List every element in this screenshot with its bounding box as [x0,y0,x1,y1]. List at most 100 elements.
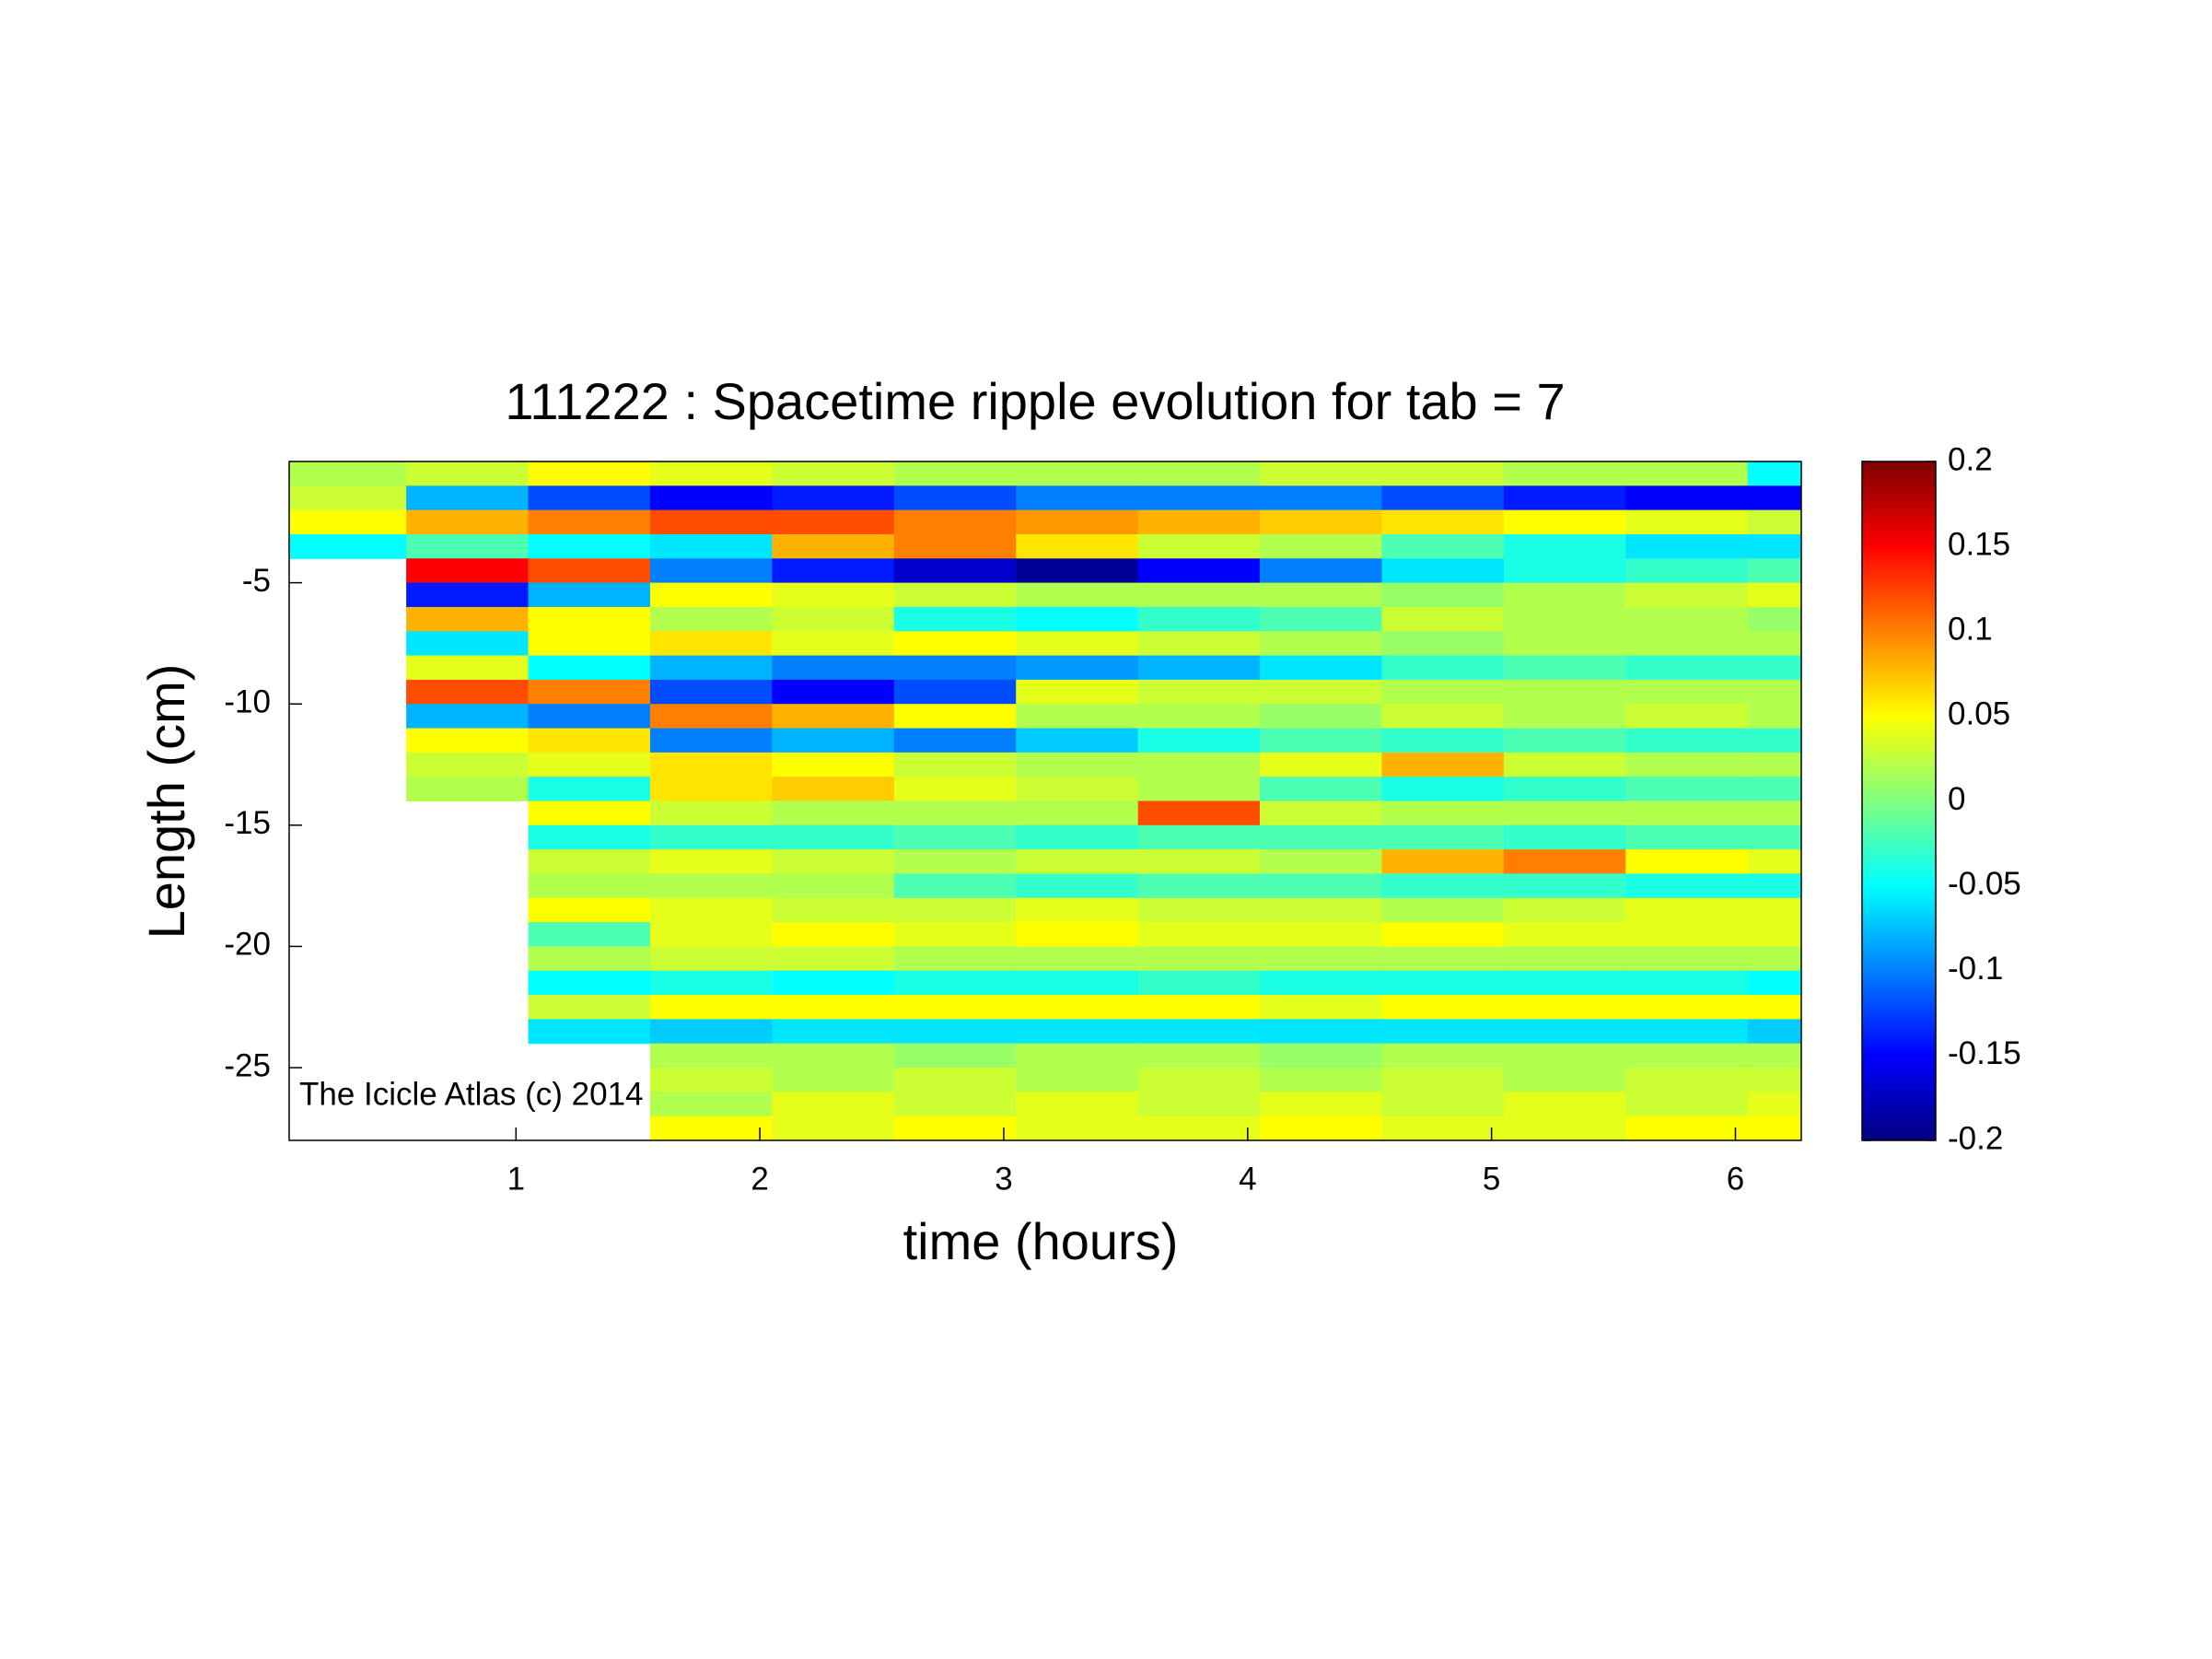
heatmap-cell [528,995,651,1020]
heatmap-cell [1016,704,1139,730]
heatmap-cell [1503,1116,1626,1140]
x-tick-label: 3 [995,1161,1012,1197]
heatmap-cell [893,873,1017,899]
heatmap-cell [1625,485,1749,511]
heatmap-cell [1260,873,1382,899]
heatmap-cell [772,509,895,535]
heatmap-cell [528,970,651,996]
heatmap-cell [1625,461,1749,486]
heatmap-cell [1381,631,1505,657]
heatmap-cell [528,946,651,972]
heatmap-cell [772,849,895,874]
heatmap-cell [1381,679,1505,705]
heatmap-cell [1016,533,1139,559]
heatmap-cell [1625,922,1749,947]
heatmap-cell [893,679,1017,705]
heatmap-cell [1503,1019,1626,1045]
heatmap-cell [1260,1019,1382,1045]
heatmap-cell [528,509,651,535]
heatmap-cell [1016,1043,1139,1069]
heatmap-cell [1747,509,1801,535]
heatmap-cell [1625,970,1749,996]
heatmap-cell [1260,995,1382,1020]
heatmap-cell [1260,582,1382,608]
heatmap-cell [893,606,1017,632]
heatmap-cell [1747,728,1801,754]
heatmap-cell [893,533,1017,559]
heatmap-cell [649,777,773,801]
heatmap-cell [893,728,1017,754]
heatmap-cell [1503,679,1626,705]
heatmap-cell [893,752,1017,777]
heatmap-cell [1747,800,1801,826]
heatmap-cell [1381,752,1505,777]
heatmap-cell [1381,558,1505,584]
heatmap-cell [1016,631,1139,657]
heatmap-cell [1747,970,1801,996]
colorbar-tick-label: -0.05 [1948,866,2021,902]
heatmap-cell [528,922,651,947]
heatmap-cell [528,704,651,730]
heatmap-cell [1016,922,1139,947]
heatmap-cell [1260,970,1382,996]
heatmap-cell [1260,558,1382,584]
heatmap-cell [649,1116,773,1140]
heatmap-cell [1260,679,1382,705]
heatmap-cell [1016,461,1139,486]
heatmap-cell [406,631,530,657]
heatmap-cell [1381,946,1505,972]
heatmap-cell [528,1019,651,1045]
heatmap-cell [1625,873,1749,899]
heatmap-cell [1503,704,1626,730]
heatmap-cell [1747,1043,1801,1069]
heatmap-cell [289,533,407,559]
heatmap-cell [1625,1092,1749,1117]
colorbar [1861,461,1937,1141]
heatmap-cell [893,777,1017,801]
heatmap-cell [772,582,895,608]
heatmap-cell [1016,946,1139,972]
heatmap-cell [772,800,895,826]
heatmap-cell [649,800,773,826]
heatmap-cell [528,800,651,826]
heatmap-cell [406,582,530,608]
heatmap-cell [1016,606,1139,632]
heatmap-cell [893,461,1017,486]
heatmap-cell [772,558,895,584]
heatmap-cell [1747,995,1801,1020]
heatmap-cell [649,704,773,730]
heatmap-cell [893,485,1017,511]
heatmap-cell [1260,897,1382,923]
heatmap-cell [1260,777,1382,801]
heatmap-cell [406,485,530,511]
heatmap-cell [1503,946,1626,972]
heatmap-cell [1137,533,1261,559]
heatmap-cell [1381,970,1505,996]
heatmap-cell [649,1092,773,1117]
heatmap-cell [1625,1068,1749,1092]
heatmap-cell [1381,849,1505,874]
heatmap-cell [1260,655,1382,681]
heatmap-cell [1503,1068,1626,1092]
heatmap-cell [528,631,651,657]
heatmap-cell [1381,922,1505,947]
heatmap-cell [1137,606,1261,632]
heatmap-cell [1137,1068,1261,1092]
heatmap-cell [1381,1019,1505,1045]
heatmap-cell [528,824,651,850]
heatmap-cell [528,582,651,608]
heatmap-cell [1747,1092,1801,1117]
colorbar-tick-label: 0.15 [1948,526,2010,562]
heatmap-cell [1260,1092,1382,1117]
heatmap-cell [772,752,895,777]
heatmap-cell [1260,849,1382,874]
heatmap-cell [649,631,773,657]
heatmap-cell [772,873,895,899]
heatmap-cell [1625,533,1749,559]
heatmap-cell [1503,897,1626,923]
heatmap [289,461,1801,1140]
heatmap-cell [1016,1116,1139,1140]
heatmap-cell [1625,849,1749,874]
heatmap-cell [1381,1092,1505,1117]
heatmap-cell [1747,461,1801,486]
